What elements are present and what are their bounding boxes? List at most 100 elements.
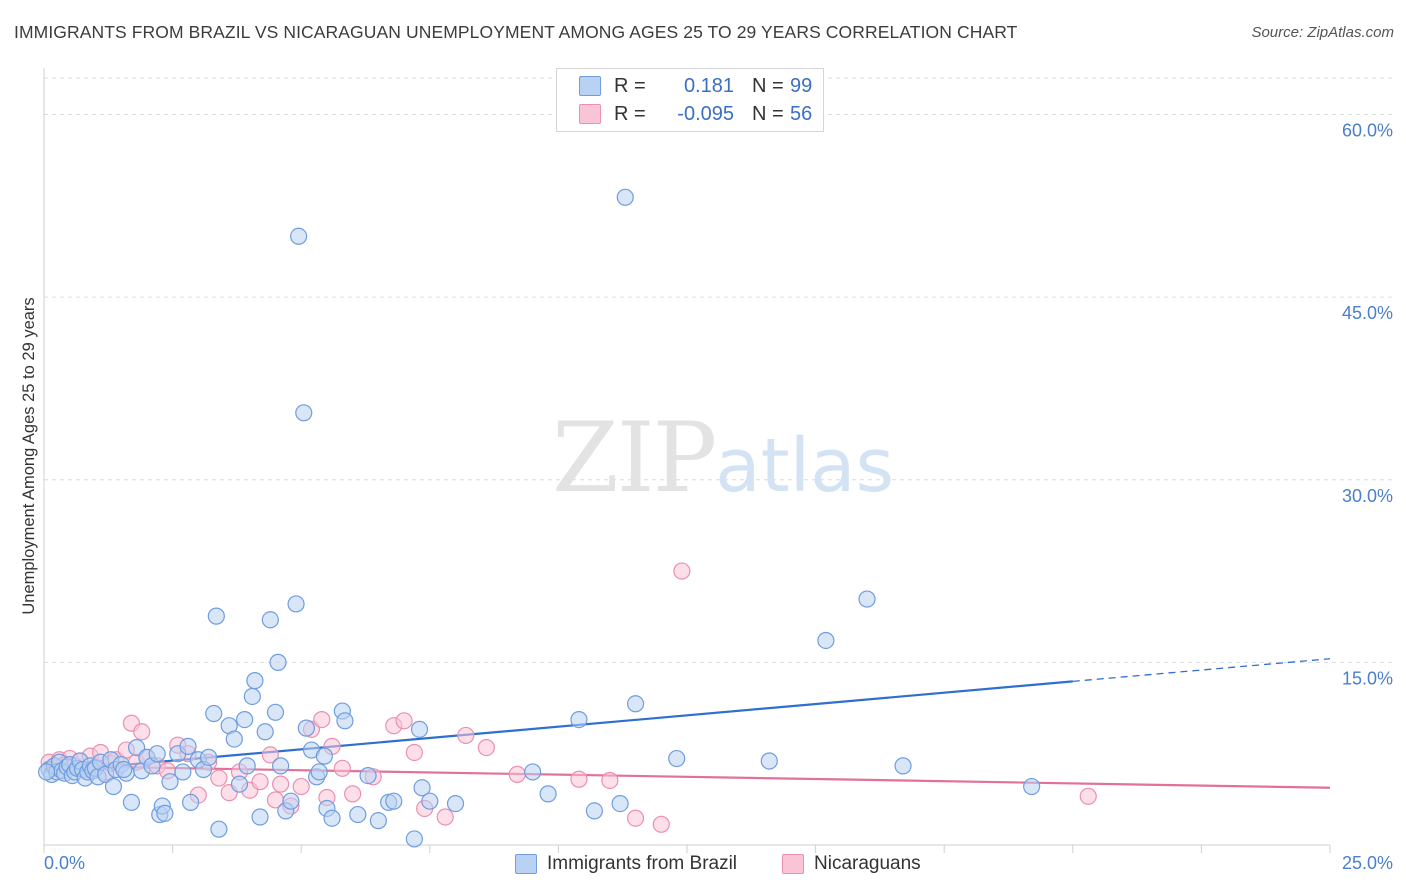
- point-brazil: [122, 793, 141, 811]
- point-brazil: [243, 687, 261, 706]
- point-brazil: [315, 747, 333, 765]
- legend-swatch-pink: [579, 104, 601, 124]
- data-points: [37, 188, 1097, 848]
- point-brazil: [282, 792, 300, 810]
- source-credit: Source: ZipAtlas.com: [1251, 24, 1394, 41]
- point-nicaraguan: [251, 773, 269, 791]
- point-brazil: [238, 757, 256, 775]
- y-tick-label: 30.0%: [1342, 486, 1393, 506]
- legend-r-label: R =: [614, 102, 646, 125]
- point-nicaraguan: [626, 809, 645, 827]
- point-brazil: [200, 748, 218, 766]
- grid-layer: [44, 77, 1392, 663]
- point-brazil: [858, 590, 876, 608]
- legend-r-value: 0.181: [683, 74, 734, 97]
- point-brazil: [616, 188, 634, 206]
- point-nicaraguan: [313, 711, 331, 729]
- watermark-atlas: atlas: [715, 423, 895, 509]
- point-brazil: [405, 830, 423, 848]
- axis-layer: [43, 68, 1331, 853]
- legend-row-brazil: R = 0.181 N = 99: [579, 74, 812, 98]
- point-brazil: [894, 757, 912, 775]
- legend-n-label: N =: [752, 74, 784, 97]
- point-brazil: [359, 767, 377, 785]
- point-brazil: [37, 763, 56, 781]
- trend-line-nicaraguans: [43, 764, 1331, 789]
- point-brazil: [115, 760, 133, 779]
- x-tick-label-max: 25.0%: [1342, 853, 1393, 873]
- point-nicaraguan: [210, 769, 228, 787]
- y-tick-label: 60.0%: [1342, 121, 1393, 141]
- point-brazil: [369, 812, 387, 830]
- point-brazil: [161, 773, 179, 791]
- watermark-zip: ZIP: [552, 402, 717, 514]
- chart-title: IMMIGRANTS FROM BRAZIL VS NICARAGUAN UNE…: [14, 22, 1018, 42]
- point-brazil: [539, 785, 557, 803]
- point-brazil: [410, 720, 429, 738]
- point-nicaraguan: [292, 777, 310, 796]
- point-brazil: [570, 711, 588, 729]
- point-nicaraguan: [570, 770, 588, 788]
- y-tick-label: 15.0%: [1342, 668, 1393, 688]
- point-nicaraguan: [261, 746, 279, 764]
- point-brazil: [524, 763, 542, 781]
- watermark: ZIPatlas: [552, 402, 894, 514]
- y-axis-title: Unemployment Among Ages 25 to 29 years: [20, 297, 38, 614]
- point-brazil: [817, 631, 835, 650]
- y-tick-label: 45.0%: [1342, 303, 1393, 323]
- point-nicaraguan: [333, 759, 351, 777]
- point-brazil: [179, 737, 197, 755]
- bottom-legend-brazil[interactable]: Immigrants from Brazil: [515, 852, 737, 876]
- point-nicaraguan: [395, 712, 413, 730]
- point-brazil: [349, 805, 367, 824]
- point-nicaraguan: [477, 739, 495, 757]
- point-brazil: [611, 795, 629, 813]
- tick-labels: 15.0% 30.0% 45.0% 60.0% 0.0% 25.0%: [44, 121, 1393, 873]
- point-brazil: [207, 607, 225, 625]
- point-brazil: [626, 695, 645, 713]
- point-brazil: [421, 792, 439, 810]
- point-nicaraguan: [652, 815, 670, 833]
- point-brazil: [156, 804, 174, 822]
- point-brazil: [246, 672, 264, 690]
- point-brazil: [585, 802, 604, 820]
- legend-r-value: -0.095: [677, 102, 734, 125]
- point-brazil: [287, 595, 305, 613]
- point-brazil: [104, 777, 123, 796]
- point-brazil: [148, 745, 166, 763]
- point-brazil: [323, 809, 341, 827]
- legend-row-nicaraguans: R = -0.095 N = 56: [579, 102, 812, 126]
- point-brazil: [1023, 777, 1041, 796]
- point-brazil: [236, 711, 254, 729]
- point-nicaraguan: [508, 765, 526, 783]
- stats-legend: R = 0.181 N = 99 R = -0.095 N = 56: [556, 68, 824, 132]
- point-brazil: [760, 752, 778, 770]
- point-brazil: [230, 775, 249, 793]
- point-nicaraguan: [133, 723, 151, 741]
- point-brazil: [225, 730, 243, 748]
- point-nicaraguan: [436, 808, 454, 826]
- point-nicaraguan: [601, 771, 619, 790]
- point-brazil: [261, 611, 279, 629]
- point-brazil: [251, 808, 269, 826]
- point-brazil: [290, 227, 308, 245]
- point-brazil: [174, 763, 192, 781]
- point-brazil: [205, 704, 223, 723]
- bottom-legend-swatch-pink: [782, 854, 804, 874]
- legend-r-label: R =: [614, 74, 646, 97]
- bottom-legend-label: Immigrants from Brazil: [547, 853, 738, 874]
- point-brazil: [310, 763, 328, 781]
- point-nicaraguan: [405, 743, 423, 762]
- legend-n-label: N =: [752, 102, 784, 125]
- bottom-legend-label: Nicaraguans: [814, 853, 921, 874]
- point-brazil: [297, 719, 315, 737]
- legend-n-value: 56: [790, 102, 813, 125]
- bottom-legend-nicaraguans[interactable]: Nicaraguans: [782, 852, 921, 876]
- point-brazil: [269, 653, 287, 671]
- bottom-legend-swatch-blue: [515, 854, 537, 874]
- point-nicaraguan: [673, 562, 691, 580]
- legend-swatch-blue: [579, 76, 601, 96]
- point-nicaraguan: [344, 785, 362, 803]
- point-nicaraguan: [1079, 787, 1097, 805]
